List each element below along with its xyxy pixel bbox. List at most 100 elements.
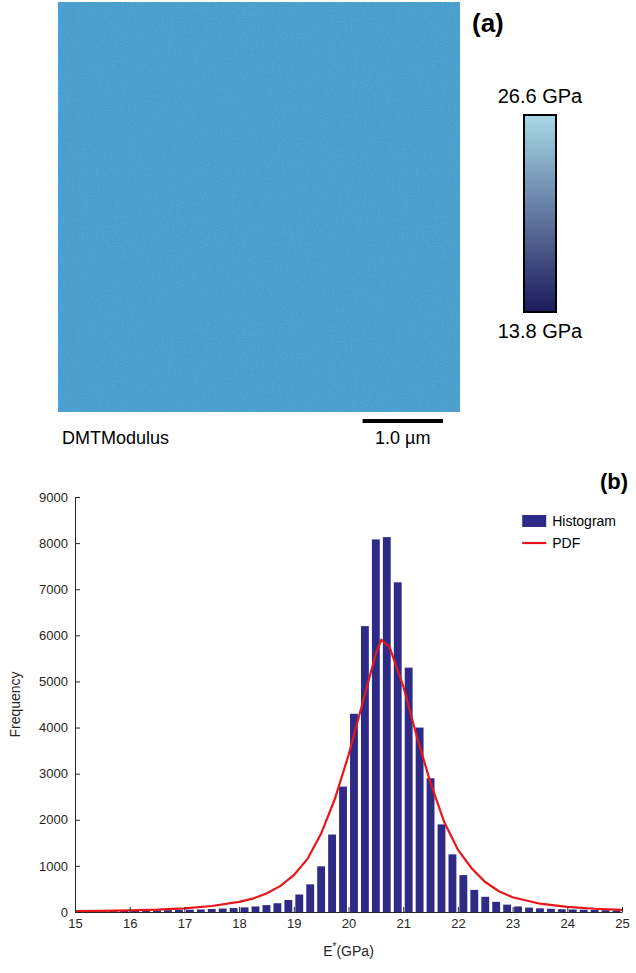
legend-label: PDF (552, 535, 580, 551)
tick-mark (75, 497, 80, 498)
tick-label: 17 (178, 916, 192, 931)
histogram-bar (273, 903, 281, 912)
histogram-bar (164, 910, 172, 912)
colorbar-label: 26.6 GPa (498, 85, 583, 107)
tick-label: 19 (287, 916, 301, 931)
image-label: DMTModulus (62, 428, 169, 448)
histogram-bar (339, 787, 347, 912)
axis-line (75, 498, 76, 913)
histogram-bar (219, 909, 227, 912)
histogram-bar (317, 866, 325, 912)
tick-label: 2000 (39, 812, 68, 827)
tick-mark (349, 907, 350, 912)
tick-mark (403, 907, 404, 912)
histogram-bar (558, 909, 566, 912)
histogram-bar (470, 890, 478, 912)
tick-mark (75, 728, 80, 729)
tick-label: 1000 (39, 859, 68, 874)
tick-mark (75, 866, 80, 867)
tick: 4000 (39, 720, 80, 735)
histogram-bar (175, 910, 183, 912)
histogram-bar (394, 582, 402, 912)
legend-label: Histogram (552, 513, 616, 529)
histogram-bar (591, 910, 599, 912)
tick-mark (75, 635, 80, 636)
axis: 1516171819202122232425 (68, 907, 629, 931)
histogram-bar (208, 909, 216, 912)
histogram-bar (284, 900, 292, 912)
tick-label: 23 (506, 916, 520, 931)
tick-label: 16 (123, 916, 137, 931)
colorbar (524, 115, 556, 312)
panel-b: 1516171819202122232425010002000300040005… (7, 469, 630, 959)
tick-mark (75, 681, 80, 682)
histogram-bar (492, 902, 500, 912)
tick-mark (75, 589, 80, 590)
histogram-bar (580, 910, 588, 912)
histogram-bar (438, 824, 446, 912)
tick: 21 (396, 907, 410, 931)
tick: 1000 (39, 859, 80, 874)
legend-background (518, 510, 620, 554)
tick: 24 (561, 907, 575, 931)
histogram-bar (372, 539, 380, 912)
histogram-bars (77, 537, 621, 912)
tick: 6000 (39, 628, 80, 643)
axis-line (76, 912, 623, 913)
histogram-bar (427, 778, 435, 912)
modulus-image (58, 2, 460, 412)
axis-title: Frequency (7, 671, 23, 737)
tick-mark (239, 907, 240, 912)
tick-mark (75, 820, 80, 821)
histogram-bar (263, 905, 271, 912)
tick-label: 6000 (39, 628, 68, 643)
tick-label: 25 (615, 916, 629, 931)
tick: 23 (506, 907, 520, 931)
histogram-bar (514, 906, 522, 912)
tick-label: 22 (451, 916, 465, 931)
chart-root: (a)26.6 GPa13.8 GPaDMTModulus1.0 µm15161… (0, 0, 636, 973)
histogram-bar (503, 905, 511, 912)
tick-mark (622, 907, 623, 912)
histogram-bar (459, 875, 467, 912)
tick-label: 8000 (39, 536, 68, 551)
axis: 0100020003000400050006000700080009000 (39, 490, 80, 920)
histogram-bar (481, 897, 489, 912)
legend: Histogram PDF (518, 510, 620, 554)
tick-mark (75, 774, 80, 775)
tick-label: 18 (232, 916, 246, 931)
scale-bar (363, 419, 443, 423)
tick-mark (567, 907, 568, 912)
tick: 8000 (39, 536, 80, 551)
tick-mark (75, 912, 80, 913)
histogram-bar (186, 910, 194, 912)
tick-mark (75, 543, 80, 544)
tick-mark (513, 907, 514, 912)
tick: 19 (287, 907, 301, 931)
tick-label: 7000 (39, 582, 68, 597)
tick: 16 (123, 907, 137, 931)
tick-label: 5000 (39, 674, 68, 689)
tick: 17 (178, 907, 192, 931)
legend-swatch (522, 542, 546, 544)
panel-label: (b) (600, 469, 628, 494)
tick: 5000 (39, 674, 80, 689)
histogram-bar (306, 884, 314, 912)
legend-swatch (522, 515, 546, 527)
tick-mark (184, 907, 185, 912)
axis-title: E*(GPa) (323, 941, 374, 959)
tick-label: 3000 (39, 766, 68, 781)
histogram-bar (328, 835, 336, 912)
tick: 3000 (39, 766, 80, 781)
histogram-bar (383, 537, 391, 912)
tick-mark (458, 907, 459, 912)
histogram-bar (569, 909, 577, 912)
tick-label: 4000 (39, 720, 68, 735)
histogram-bar (448, 854, 456, 912)
histogram-bar (525, 908, 533, 912)
tick: 22 (451, 907, 465, 931)
tick: 25 (615, 907, 629, 931)
pdf-line (75, 640, 622, 911)
tick: 9000 (39, 490, 80, 505)
colorbar-label: 13.8 GPa (498, 320, 583, 342)
